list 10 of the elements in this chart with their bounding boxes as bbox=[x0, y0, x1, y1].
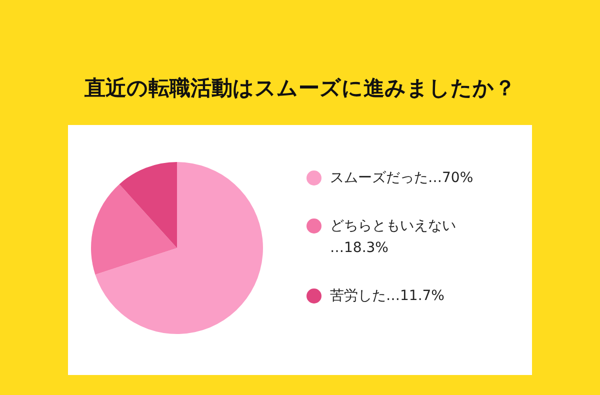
pie-slice bbox=[91, 184, 177, 275]
data-label: …11.7% bbox=[386, 288, 444, 304]
data-label: …18.3% bbox=[330, 240, 388, 256]
chart-title: 直近の転職活動はスムーズに進みましたか？ bbox=[84, 75, 516, 102]
pie-slice bbox=[95, 162, 263, 334]
legend-label: どちらともいえない bbox=[330, 218, 456, 234]
pie-slice bbox=[119, 162, 177, 248]
legend-label: スムーズだった bbox=[330, 170, 428, 186]
data-label: …70% bbox=[428, 170, 474, 186]
legend-label: 苦労した bbox=[330, 288, 386, 304]
